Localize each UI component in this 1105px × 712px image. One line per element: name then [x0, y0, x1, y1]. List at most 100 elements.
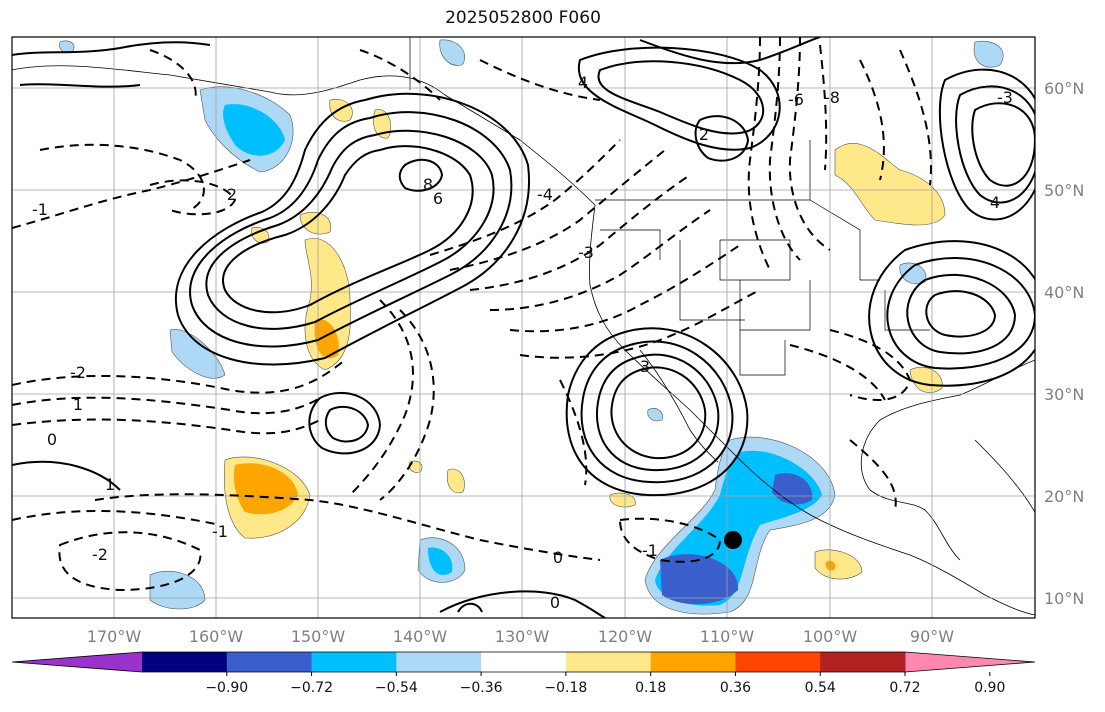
lat-label: 30°N: [1044, 385, 1084, 404]
shade-blue-pac-nw: [169, 329, 226, 379]
contour-label: -2: [92, 545, 108, 564]
dash-26: [789, 344, 886, 401]
contour-lower-1: [12, 460, 121, 491]
colorbar-extend-min: [12, 652, 142, 672]
shade-blue-alaska-core: [223, 104, 285, 156]
contour-ring-ne-2: [955, 85, 1035, 204]
contour-ring-sw-2: [596, 353, 720, 472]
shade-yellow-small-7: [609, 492, 636, 508]
dash-21: [788, 37, 831, 251]
colorbar: −0.90 −0.72 −0.54 −0.36 −0.18 0.18 0.36 0.54 0.7…: [11, 651, 1036, 696]
lat-label: 40°N: [1044, 283, 1084, 302]
contour-ring-ne-1: [971, 102, 1035, 187]
contour-label: -1: [212, 522, 228, 541]
dash-5: [94, 493, 601, 561]
contour-label: 1: [105, 475, 115, 494]
dash-29: [479, 59, 601, 101]
contour-ring-top-2: [577, 46, 781, 151]
shade-blue-nw-pac: [149, 570, 206, 610]
shade-yellow-small-4: [251, 227, 270, 244]
contour-closed-pac-inner: [398, 158, 444, 192]
lat-label: 10°N: [1044, 589, 1084, 608]
lon-label: 170°W: [87, 627, 142, 646]
contour-label: -2: [70, 363, 86, 382]
shade-blue-canada: [973, 40, 1004, 68]
shade-yellow-east: [834, 143, 946, 226]
contour-ring-pac-4: [175, 92, 530, 366]
dash-16: [379, 309, 435, 501]
dash-22: [819, 44, 828, 171]
contour-label: 4: [578, 73, 588, 92]
contour-label: 0: [553, 548, 563, 567]
dash-2: [12, 396, 321, 415]
lat-label: 50°N: [1044, 181, 1084, 200]
dash-15: [519, 289, 761, 359]
lon-label: 110°W: [700, 627, 755, 646]
contour-label: 4: [990, 193, 1000, 212]
colorbar-tick-label: −0.54: [375, 680, 418, 696]
contour-top-right: [639, 37, 821, 65]
coast-florida: [974, 439, 1035, 513]
dash-11: [449, 149, 666, 271]
contour-lower-3: [457, 602, 483, 613]
contour-ring-pac-3: [189, 111, 513, 348]
contour-label: -1: [32, 200, 48, 219]
contours-dashed: [12, 37, 932, 592]
contour-label: 0: [550, 593, 560, 612]
map-area: [12, 37, 1035, 618]
contour-bering: [12, 41, 211, 56]
dash-13: [489, 209, 711, 311]
lon-label: 100°W: [803, 627, 858, 646]
contour-closed-small-1: [324, 405, 370, 443]
colorbar-segment: [735, 652, 821, 672]
contour-ring-top-3: [694, 115, 750, 162]
contour-lower-2: [439, 590, 606, 618]
dash-7: [12, 159, 251, 229]
dash-12: [469, 174, 691, 291]
colorbar-segment: [820, 652, 906, 672]
contour-ring-sw-1: [610, 366, 707, 460]
contour-label: -3: [578, 243, 594, 262]
colorbar-segment: [142, 652, 228, 672]
dash-9: [149, 179, 237, 216]
lat-label: 60°N: [1044, 79, 1084, 98]
shade-yellow-mex-s: [814, 549, 863, 580]
shade-blue-center-core: [428, 547, 453, 575]
storm-center-marker: [724, 531, 742, 549]
dash-23: [859, 59, 885, 181]
contour-label: -4: [537, 185, 553, 204]
contour-ring-sw-4: [565, 327, 749, 497]
contour-ring-east-3: [886, 257, 1035, 370]
contour-label: -1: [642, 541, 658, 560]
lon-axis: 170°W 160°W 150°W 140°W 130°W 120°W 110°…: [87, 627, 954, 646]
colorbar-outline: [11, 651, 1036, 673]
dash-17: [349, 299, 414, 496]
contour-label: 3: [640, 357, 650, 376]
contour-label: -6: [788, 90, 804, 109]
colorbar-segment: [396, 652, 482, 672]
coast-baja: [639, 349, 719, 463]
dash-30: [359, 49, 441, 101]
dash-6: [12, 509, 221, 526]
colorbar-extend-max: [905, 652, 1035, 672]
lon-label: 160°W: [189, 627, 244, 646]
colorbar-segment: [226, 652, 313, 672]
shade-blue-east: [899, 262, 927, 285]
dash-4: [58, 531, 202, 592]
contour-ring-sw-3: [580, 340, 734, 484]
shade-orange-pac-mid: [314, 319, 339, 359]
contour-label: -3: [997, 88, 1013, 107]
contour-ring-ne-3: [938, 68, 1035, 221]
colorbar-tick-label: −0.72: [290, 680, 333, 696]
shading-layer: [59, 39, 1004, 615]
colorbar-segment: [565, 652, 652, 672]
contour-bering-2: [19, 83, 141, 88]
colorbar-segment: [481, 652, 567, 672]
colorbar-tick-label: −0.18: [544, 680, 587, 696]
shade-blue-n-pac: [439, 39, 466, 66]
shade-dark-mexico: [660, 554, 739, 605]
contour-ring-east-4: [868, 240, 1035, 387]
lat-axis: 60°N 50°N 40°N 30°N 20°N 10°N: [1044, 79, 1084, 608]
contour-closed-small-2: [308, 391, 382, 455]
